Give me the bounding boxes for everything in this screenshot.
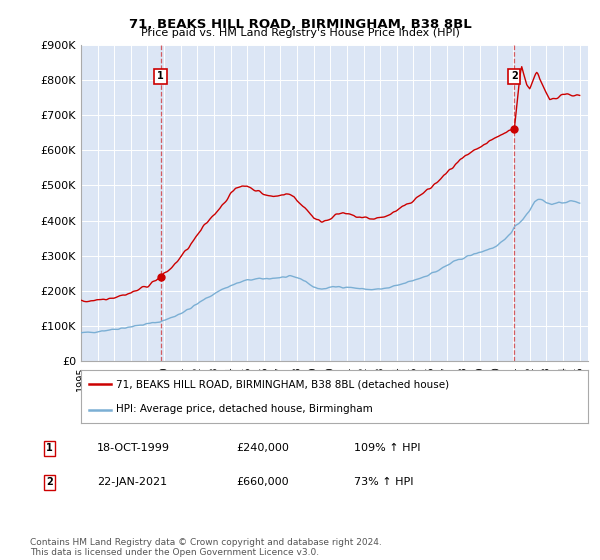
Text: 18-OCT-1999: 18-OCT-1999 [97, 444, 170, 454]
Text: 1: 1 [46, 444, 53, 454]
Text: 2: 2 [511, 72, 518, 81]
Text: 22-JAN-2021: 22-JAN-2021 [97, 477, 167, 487]
Text: 73% ↑ HPI: 73% ↑ HPI [353, 477, 413, 487]
Text: HPI: Average price, detached house, Birmingham: HPI: Average price, detached house, Birm… [116, 404, 373, 414]
Text: Contains HM Land Registry data © Crown copyright and database right 2024.
This d: Contains HM Land Registry data © Crown c… [30, 538, 382, 557]
Text: 2: 2 [46, 477, 53, 487]
Text: 71, BEAKS HILL ROAD, BIRMINGHAM, B38 8BL (detached house): 71, BEAKS HILL ROAD, BIRMINGHAM, B38 8BL… [116, 380, 449, 390]
Text: £660,000: £660,000 [236, 477, 289, 487]
Text: £240,000: £240,000 [236, 444, 289, 454]
Text: Price paid vs. HM Land Registry's House Price Index (HPI): Price paid vs. HM Land Registry's House … [140, 28, 460, 38]
Text: 1: 1 [157, 72, 164, 81]
Text: 71, BEAKS HILL ROAD, BIRMINGHAM, B38 8BL: 71, BEAKS HILL ROAD, BIRMINGHAM, B38 8BL [128, 18, 472, 31]
Text: 109% ↑ HPI: 109% ↑ HPI [353, 444, 420, 454]
